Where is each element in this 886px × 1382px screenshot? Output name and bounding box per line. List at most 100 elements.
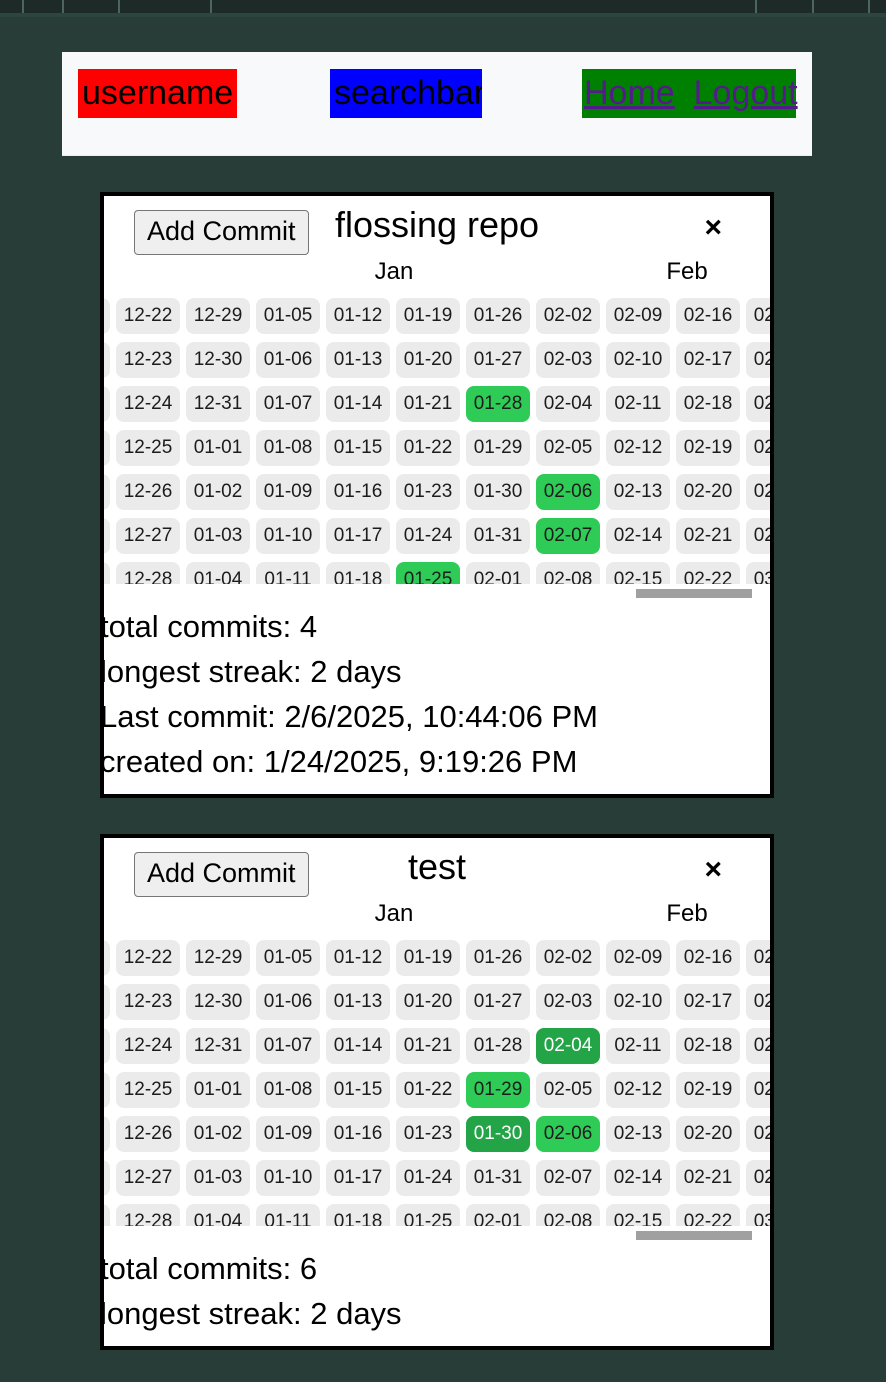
contribution-cell[interactable]: 12-18 — [104, 1072, 110, 1108]
contribution-cell[interactable]: 01-01 — [186, 1072, 250, 1108]
contribution-cell[interactable]: 02-09 — [606, 298, 670, 334]
contribution-cell[interactable]: 02-09 — [606, 940, 670, 976]
contribution-cell[interactable]: 12-27 — [116, 518, 180, 554]
contribution-cell[interactable]: 01-12 — [326, 940, 390, 976]
contribution-cell[interactable]: 02-24 — [746, 342, 770, 378]
contribution-cell[interactable]: 02-04 — [536, 386, 600, 422]
contribution-cell[interactable]: 02-05 — [536, 1072, 600, 1108]
contribution-cell[interactable]: 01-15 — [326, 1072, 390, 1108]
contribution-cell[interactable]: 12-17 — [104, 1028, 110, 1064]
contribution-cell[interactable]: 01-02 — [186, 474, 250, 510]
contribution-cell[interactable]: 02-28 — [746, 518, 770, 554]
contribution-cell[interactable]: 01-12 — [326, 298, 390, 334]
contribution-cell[interactable]: 01-10 — [256, 1160, 320, 1196]
contribution-cell[interactable]: 01-28 — [466, 386, 530, 422]
browser-tab-bar[interactable] — [0, 0, 886, 13]
grid-horizontal-scrollbar[interactable] — [104, 1226, 770, 1244]
contribution-cell[interactable]: 12-24 — [116, 386, 180, 422]
contribution-cell[interactable]: 02-28 — [746, 1160, 770, 1196]
contribution-cell[interactable]: 01-09 — [256, 1116, 320, 1152]
contribution-cell[interactable]: 12-25 — [116, 1072, 180, 1108]
contribution-cell[interactable]: 02-18 — [676, 1028, 740, 1064]
contribution-cell[interactable]: 01-05 — [256, 298, 320, 334]
contribution-cell[interactable]: 01-31 — [466, 518, 530, 554]
contribution-cell[interactable]: 01-08 — [256, 1072, 320, 1108]
contribution-cell[interactable]: 12-22 — [116, 298, 180, 334]
contribution-cell[interactable]: 01-22 — [396, 1072, 460, 1108]
contribution-cell[interactable]: 01-21 — [396, 386, 460, 422]
contribution-cell[interactable]: 01-17 — [326, 1160, 390, 1196]
contribution-cell[interactable]: 12-21 — [104, 562, 110, 584]
contribution-cell[interactable]: 12-28 — [116, 1204, 180, 1226]
contribution-cell[interactable]: 12-26 — [116, 474, 180, 510]
contribution-cell[interactable]: 02-07 — [536, 1160, 600, 1196]
contribution-cell[interactable]: 02-15 — [606, 562, 670, 584]
contribution-cell[interactable]: 01-16 — [326, 474, 390, 510]
contribution-cell[interactable]: 02-14 — [606, 1160, 670, 1196]
contribution-cell[interactable]: 02-03 — [536, 342, 600, 378]
contribution-cell[interactable]: 02-27 — [746, 1116, 770, 1152]
contribution-cell[interactable]: 02-17 — [676, 984, 740, 1020]
contribution-cell[interactable]: 01-18 — [326, 1204, 390, 1226]
contribution-cell[interactable]: 01-29 — [466, 430, 530, 466]
browser-tab[interactable] — [757, 0, 812, 13]
contribution-cell[interactable]: 02-16 — [676, 298, 740, 334]
contribution-cell[interactable]: 01-14 — [326, 1028, 390, 1064]
contribution-grid-scroll[interactable]: 12-15 12-16 12-17 12-18 12-19 12-20 12-21 12-22… — [104, 298, 770, 584]
contribution-cell[interactable]: 12-20 — [104, 518, 110, 554]
contribution-cell[interactable]: 02-21 — [676, 518, 740, 554]
contribution-cell[interactable]: 12-23 — [116, 984, 180, 1020]
contribution-cell[interactable]: 01-19 — [396, 298, 460, 334]
contribution-cell[interactable]: 01-10 — [256, 518, 320, 554]
contribution-cell[interactable]: 02-14 — [606, 518, 670, 554]
contribution-cell[interactable]: 01-05 — [256, 940, 320, 976]
contribution-cell[interactable]: 01-28 — [466, 1028, 530, 1064]
grid-horizontal-scrollbar[interactable] — [104, 584, 770, 602]
contribution-cell[interactable]: 01-09 — [256, 474, 320, 510]
contribution-cell[interactable]: 02-12 — [606, 1072, 670, 1108]
contribution-cell[interactable]: 01-03 — [186, 518, 250, 554]
contribution-cell[interactable]: 01-04 — [186, 562, 250, 584]
browser-tab[interactable] — [64, 0, 118, 13]
contribution-cell[interactable]: 12-19 — [104, 1116, 110, 1152]
contribution-cell[interactable]: 01-11 — [256, 1204, 320, 1226]
contribution-cell[interactable]: 01-02 — [186, 1116, 250, 1152]
contribution-cell[interactable]: 12-30 — [186, 984, 250, 1020]
contribution-cell[interactable]: 01-08 — [256, 430, 320, 466]
contribution-cell[interactable]: 01-13 — [326, 342, 390, 378]
contribution-cell[interactable]: 02-02 — [536, 298, 600, 334]
contribution-cell[interactable]: 12-25 — [116, 430, 180, 466]
contribution-cell[interactable]: 01-18 — [326, 562, 390, 584]
contribution-cell[interactable]: 01-19 — [396, 940, 460, 976]
contribution-cell[interactable]: 02-25 — [746, 1028, 770, 1064]
contribution-cell[interactable]: 01-20 — [396, 342, 460, 378]
contribution-cell[interactable]: 01-06 — [256, 342, 320, 378]
contribution-cell[interactable]: 02-06 — [536, 474, 600, 510]
browser-tab[interactable] — [814, 0, 868, 13]
contribution-cell[interactable]: 12-15 — [104, 940, 110, 976]
contribution-cell[interactable]: 02-07 — [536, 518, 600, 554]
contribution-cell[interactable]: 02-16 — [676, 940, 740, 976]
contribution-cell[interactable]: 02-18 — [676, 386, 740, 422]
contribution-cell[interactable]: 02-19 — [676, 1072, 740, 1108]
contribution-cell[interactable]: 12-31 — [186, 1028, 250, 1064]
contribution-cell[interactable]: 03-01 — [746, 562, 770, 584]
contribution-cell[interactable]: 01-03 — [186, 1160, 250, 1196]
contribution-cell[interactable]: 02-13 — [606, 474, 670, 510]
contribution-cell[interactable]: 02-23 — [746, 298, 770, 334]
contribution-cell[interactable]: 01-25 — [396, 562, 460, 584]
contribution-cell[interactable]: 01-30 — [466, 1116, 530, 1152]
contribution-cell[interactable]: 01-07 — [256, 386, 320, 422]
contribution-cell[interactable]: 01-07 — [256, 1028, 320, 1064]
contribution-cell[interactable]: 01-16 — [326, 1116, 390, 1152]
contribution-cell[interactable]: 02-22 — [676, 1204, 740, 1226]
contribution-cell[interactable]: 01-23 — [396, 1116, 460, 1152]
contribution-cell[interactable]: 02-15 — [606, 1204, 670, 1226]
contribution-cell[interactable]: 02-26 — [746, 430, 770, 466]
contribution-cell[interactable]: 12-26 — [116, 1116, 180, 1152]
contribution-cell[interactable]: 01-31 — [466, 1160, 530, 1196]
contribution-cell[interactable]: 02-08 — [536, 1204, 600, 1226]
contribution-cell[interactable]: 02-24 — [746, 984, 770, 1020]
contribution-cell[interactable]: 12-16 — [104, 342, 110, 378]
contribution-cell[interactable]: 01-20 — [396, 984, 460, 1020]
